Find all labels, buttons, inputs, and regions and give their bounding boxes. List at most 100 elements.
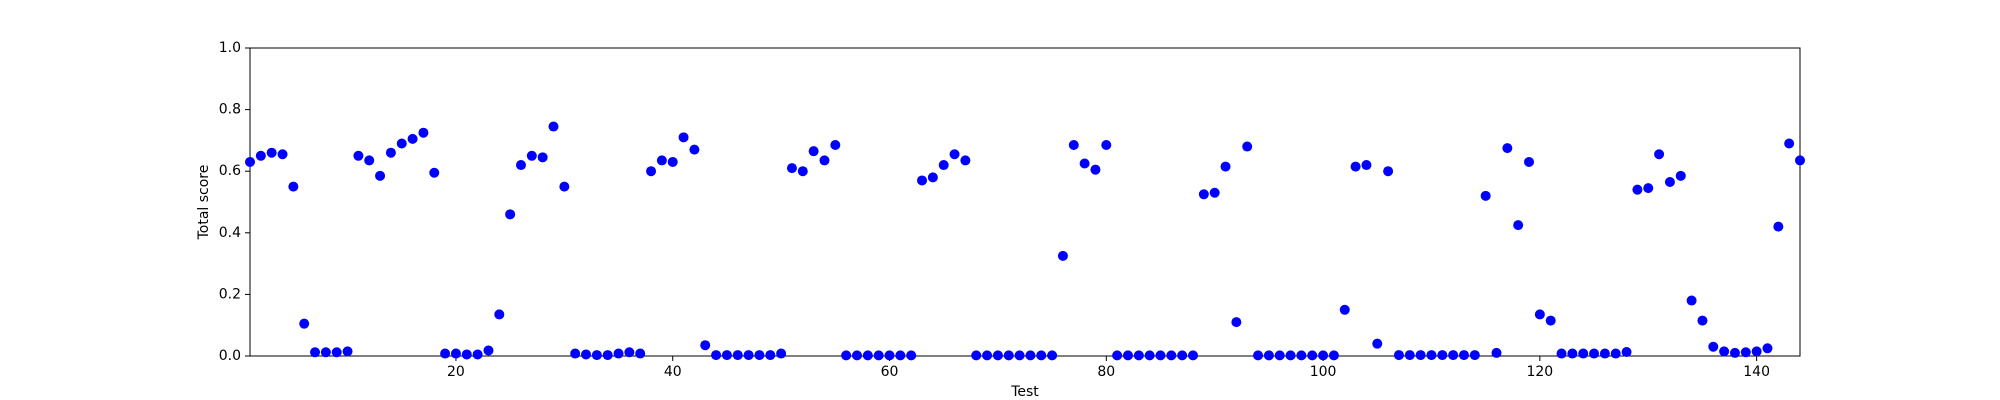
point bbox=[1729, 347, 1740, 358]
x-tick-label: 20 bbox=[447, 364, 465, 380]
point bbox=[310, 347, 321, 358]
point bbox=[1491, 347, 1502, 358]
point bbox=[1036, 350, 1047, 361]
point bbox=[862, 350, 873, 361]
point bbox=[1068, 140, 1079, 151]
point bbox=[1664, 176, 1675, 187]
point bbox=[971, 350, 982, 361]
plot-frame bbox=[249, 47, 1801, 357]
point bbox=[1740, 347, 1751, 358]
y-tick-label: 0.4 bbox=[219, 225, 241, 241]
point bbox=[1003, 350, 1014, 361]
point bbox=[450, 348, 461, 359]
point bbox=[288, 181, 299, 192]
point bbox=[559, 181, 570, 192]
point bbox=[581, 349, 592, 360]
x-tick-label: 140 bbox=[1743, 364, 1770, 380]
point bbox=[1686, 295, 1697, 306]
point bbox=[320, 347, 331, 358]
point bbox=[1545, 315, 1556, 326]
point bbox=[1274, 350, 1285, 361]
point bbox=[1524, 156, 1535, 167]
point bbox=[873, 350, 884, 361]
point bbox=[656, 155, 667, 166]
point bbox=[841, 350, 852, 361]
point bbox=[743, 350, 754, 361]
point bbox=[732, 350, 743, 361]
point bbox=[570, 348, 581, 359]
point bbox=[1144, 350, 1155, 361]
y-axis-label: Total score bbox=[196, 165, 212, 241]
point bbox=[1198, 189, 1209, 200]
point bbox=[678, 132, 689, 143]
point bbox=[1480, 190, 1491, 201]
point bbox=[1112, 350, 1123, 361]
point bbox=[1610, 348, 1621, 359]
point bbox=[1426, 350, 1437, 361]
point bbox=[1014, 350, 1025, 361]
point bbox=[1632, 184, 1643, 195]
point bbox=[1166, 350, 1177, 361]
point bbox=[505, 209, 516, 220]
point bbox=[938, 160, 949, 171]
point bbox=[1318, 350, 1329, 361]
point bbox=[1231, 317, 1242, 328]
point bbox=[1285, 350, 1296, 361]
point bbox=[927, 172, 938, 183]
point bbox=[721, 350, 732, 361]
point bbox=[895, 350, 906, 361]
point bbox=[1383, 166, 1394, 177]
point bbox=[949, 149, 960, 160]
x-tick-label: 40 bbox=[664, 364, 682, 380]
point bbox=[711, 350, 722, 361]
y-tick-label: 0.0 bbox=[219, 348, 241, 364]
point bbox=[1339, 304, 1350, 315]
point bbox=[1784, 138, 1795, 149]
point bbox=[1708, 341, 1719, 352]
y-tick-label: 1.0 bbox=[219, 40, 241, 56]
point bbox=[1361, 160, 1372, 171]
point bbox=[1242, 141, 1253, 152]
point bbox=[635, 348, 646, 359]
point bbox=[1220, 161, 1231, 172]
point bbox=[385, 147, 396, 158]
x-axis-label: Test bbox=[1010, 384, 1039, 400]
point bbox=[819, 155, 830, 166]
point bbox=[1534, 309, 1545, 320]
point bbox=[1372, 338, 1383, 349]
point bbox=[277, 149, 288, 160]
point bbox=[1773, 221, 1784, 232]
point bbox=[353, 150, 364, 161]
point bbox=[1393, 350, 1404, 361]
point bbox=[1599, 348, 1610, 359]
point bbox=[1469, 350, 1480, 361]
point bbox=[418, 127, 429, 138]
point bbox=[1296, 350, 1307, 361]
point bbox=[1079, 158, 1090, 169]
point bbox=[667, 156, 678, 167]
point bbox=[1697, 315, 1708, 326]
point bbox=[992, 350, 1003, 361]
point bbox=[342, 346, 353, 357]
point bbox=[808, 146, 819, 157]
point bbox=[494, 309, 505, 320]
point bbox=[1101, 140, 1112, 151]
point bbox=[483, 345, 494, 356]
point bbox=[1458, 350, 1469, 361]
point bbox=[1025, 350, 1036, 361]
point bbox=[440, 348, 451, 359]
point bbox=[1057, 250, 1068, 261]
point bbox=[917, 175, 928, 186]
point bbox=[1415, 350, 1426, 361]
point bbox=[1209, 187, 1220, 198]
point bbox=[1556, 348, 1567, 359]
point bbox=[331, 347, 342, 358]
point bbox=[1177, 350, 1188, 361]
point bbox=[646, 166, 657, 177]
point bbox=[429, 167, 440, 178]
point bbox=[906, 350, 917, 361]
point bbox=[537, 152, 548, 163]
point bbox=[375, 170, 386, 181]
point bbox=[1567, 348, 1578, 359]
